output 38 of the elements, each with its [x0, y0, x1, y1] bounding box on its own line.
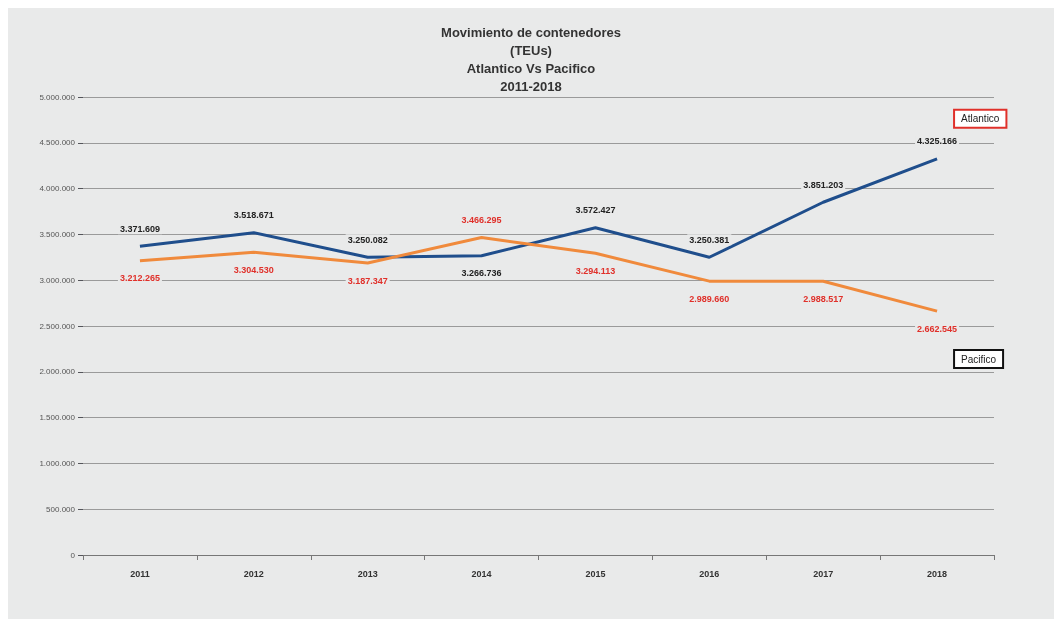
- x-tick-label: 2016: [699, 568, 720, 579]
- y-tick-label: 500.000: [46, 504, 76, 514]
- y-tick-label: 1.000.000: [39, 458, 76, 468]
- data-label: 3.250.082: [347, 234, 388, 245]
- data-label: 3.518.671: [233, 210, 274, 221]
- x-tick-label: 2013: [357, 568, 378, 579]
- data-label: 3.187.347: [347, 275, 388, 286]
- chart-title: Movimiento de contenedores (TEUs) Atlantico Vs Pacifico 2011-2018: [441, 24, 621, 94]
- data-label: 3.572.427: [575, 205, 616, 216]
- y-tick-label: 0: [70, 550, 76, 560]
- x-tick-label: 2018: [927, 568, 948, 579]
- data-label: 3.851.203: [803, 179, 844, 190]
- y-tick-label: 4.000.000: [39, 184, 76, 194]
- data-label: 2.989.660: [689, 293, 730, 304]
- y-tick-label: 4.500.000: [39, 138, 76, 148]
- data-label: 3.212.265: [119, 273, 160, 284]
- data-label: 3.466.295: [461, 214, 502, 225]
- data-label: 3.266.736: [461, 268, 502, 279]
- data-label: 3.250.381: [689, 234, 730, 245]
- y-tick-label: 2.000.000: [39, 367, 76, 377]
- data-label: 3.371.609: [119, 223, 160, 234]
- y-tick-label: 3.500.000: [39, 229, 76, 239]
- y-tick-label: 2.500.000: [39, 321, 76, 331]
- x-tick-label: 2015: [585, 568, 606, 579]
- text: Atlantico: [961, 113, 1000, 125]
- data-label: 4.325.166: [917, 136, 958, 147]
- y-tick-label: 1.500.000: [39, 413, 76, 423]
- data-label: 3.294.113: [575, 265, 616, 276]
- x-tick-label: 2011: [130, 568, 150, 579]
- x-tick-label: 2017: [813, 568, 834, 579]
- x-tick-label: 2012: [243, 568, 264, 579]
- data-label: 3.304.530: [233, 264, 274, 275]
- data-label: 2.662.545: [917, 323, 958, 334]
- y-tick-label: 3.000.000: [39, 275, 76, 285]
- data-label: 2.988.517: [803, 293, 844, 304]
- y-tick-label: 5.000.000: [39, 92, 76, 102]
- text: Pacifico: [961, 353, 997, 365]
- x-tick-label: 2014: [471, 568, 492, 579]
